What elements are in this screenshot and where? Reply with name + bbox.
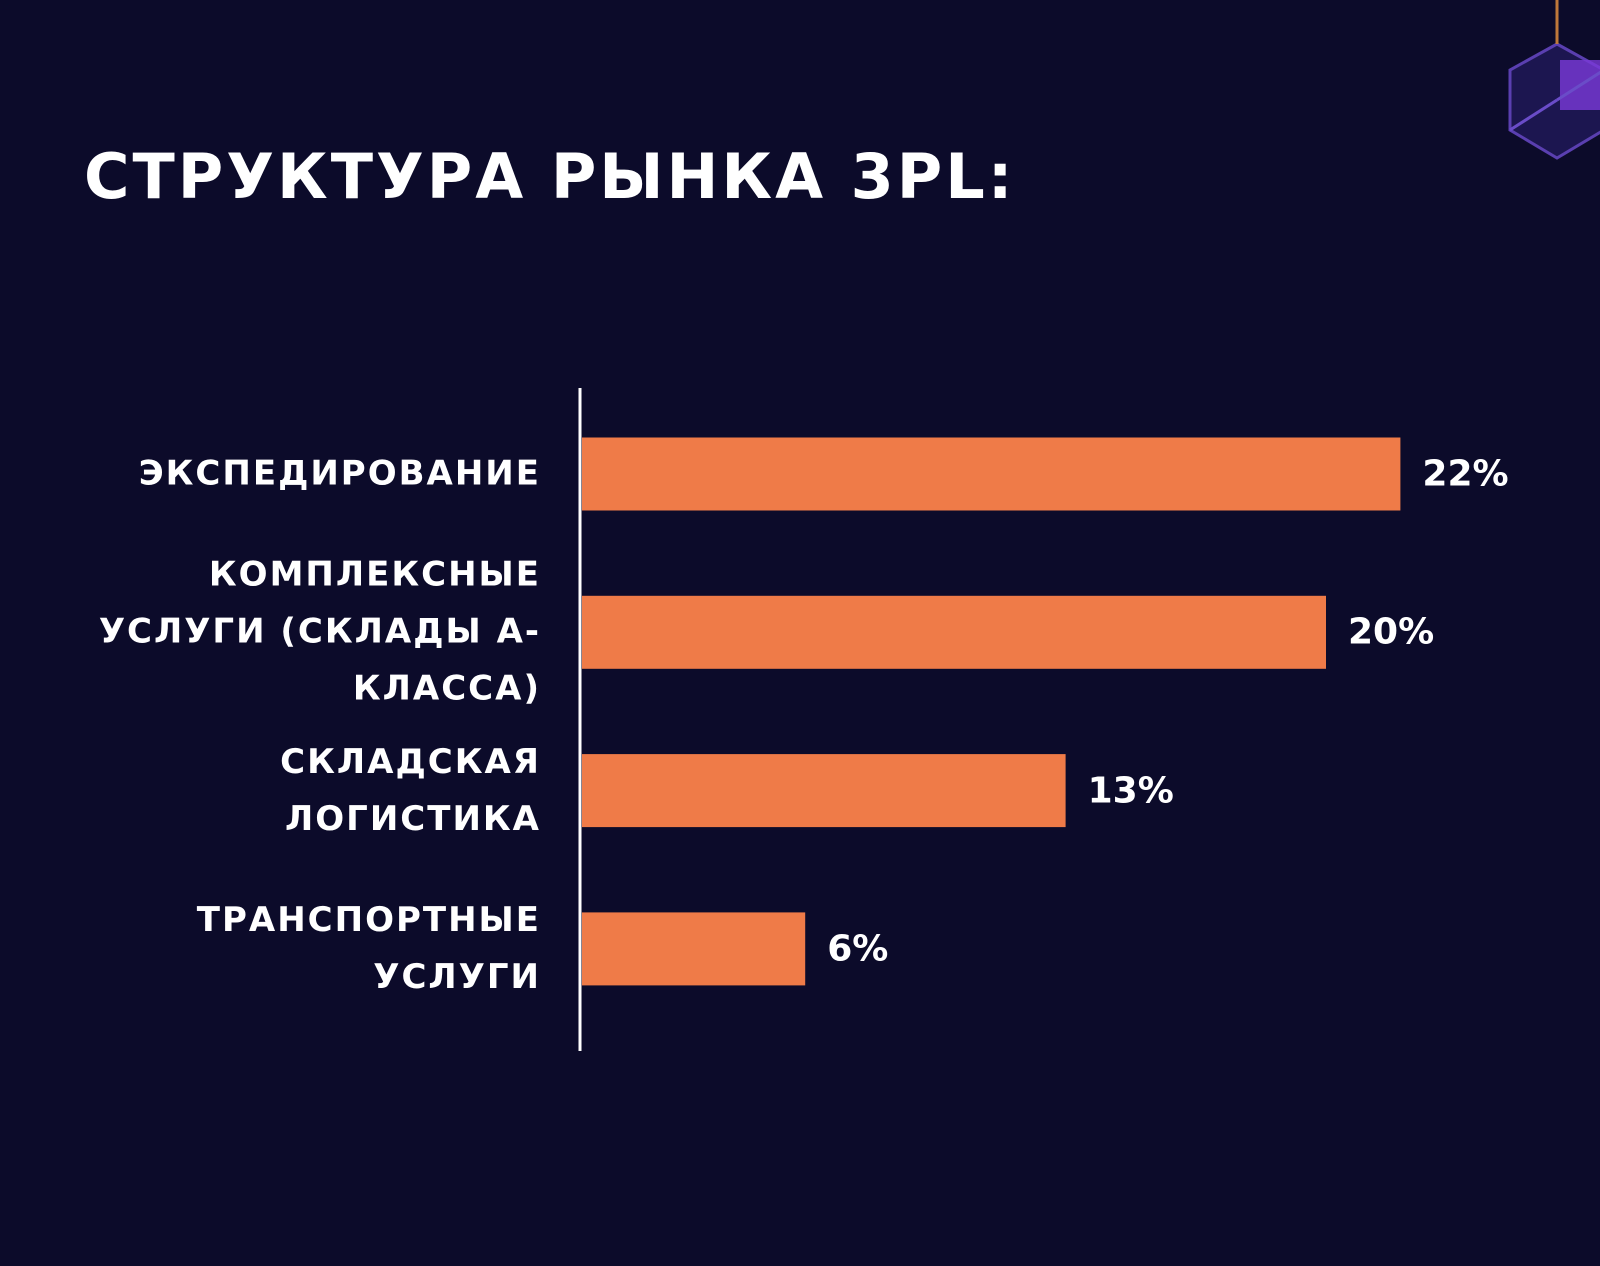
category-label: СКЛАДСКАЯ ЛОГИСТИКА [280, 741, 541, 839]
bar [582, 912, 806, 986]
value-label: 13% [1087, 770, 1174, 812]
value-label: 6% [827, 928, 889, 970]
bar [582, 595, 1326, 669]
chart-title: СТРУКТУРА РЫНКА 3PL: [84, 140, 1016, 213]
category-label: ЭКСПЕДИРОВАНИЕ [138, 453, 541, 494]
category-label: ТРАНСПОРТНЫЕ УСЛУГИ [196, 899, 541, 997]
bar [582, 437, 1401, 511]
value-label: 20% [1348, 611, 1435, 653]
bar [582, 754, 1066, 828]
decor [1508, 0, 1600, 160]
value-label: 22% [1422, 453, 1509, 495]
category-label: КОМПЛЕКСНЫЕ УСЛУГИ (СКЛАДЫ А-КЛАССА) [98, 554, 541, 709]
